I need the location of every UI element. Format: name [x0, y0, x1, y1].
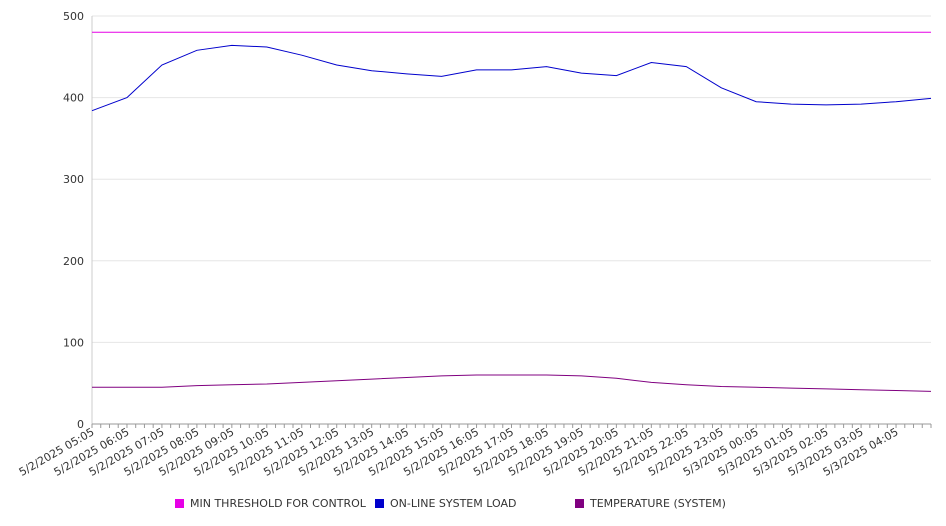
y-tick-label-400: 400: [63, 92, 84, 105]
series-lines: [91, 31, 932, 392]
legend-swatch: [175, 499, 184, 508]
y-tick-label-500: 500: [63, 10, 84, 23]
legend-label: ON-LINE SYSTEM LOAD: [390, 497, 517, 510]
legend: MIN THRESHOLD FOR CONTROL ON-LINE SYSTEM …: [0, 497, 946, 517]
legend-label: MIN THRESHOLD FOR CONTROL: [190, 497, 366, 510]
y-tick-label-0: 0: [77, 418, 84, 431]
legend-swatch: [375, 499, 384, 508]
legend-item[interactable]: ON-LINE SYSTEM LOAD: [375, 497, 516, 510]
series-line-3: [92, 374, 932, 392]
legend-label: TEMPERATURE (SYSTEM): [590, 497, 726, 510]
y-tick-label-100: 100: [63, 336, 84, 349]
axes: [91, 16, 932, 428]
legend-item[interactable]: TEMPERATURE (SYSTEM): [575, 497, 726, 510]
y-tick-labels: 0 100 200 300 400 500: [63, 10, 84, 431]
legend-swatch: [575, 499, 584, 508]
y-tick-label-300: 300: [63, 173, 84, 186]
x-tick-labels: 5/2/2025 05:055/2/2025 06:055/2/2025 07:…: [17, 425, 901, 479]
legend-item[interactable]: MIN THRESHOLD FOR CONTROL: [175, 497, 366, 510]
grid-lines: [92, 15, 931, 425]
y-tick-label-200: 200: [63, 255, 84, 268]
line-chart: 0 100 200 300 400 500 5/2/2025 05:055/2/2025 …: [17, 10, 932, 479]
series-line-2: [91, 44, 932, 112]
